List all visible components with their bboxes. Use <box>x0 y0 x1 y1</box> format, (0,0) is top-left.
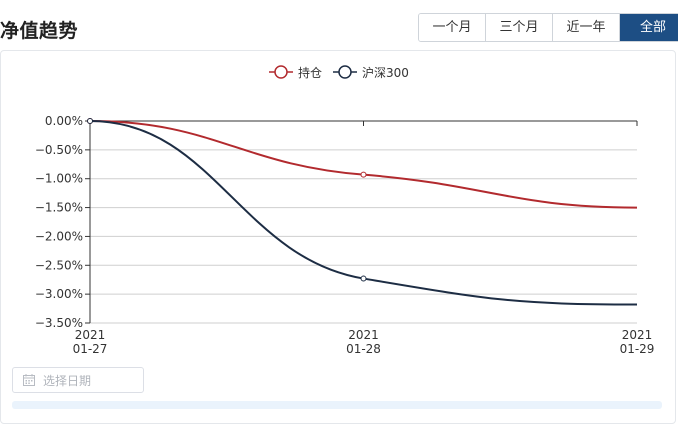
chart-legend: 持仓 沪深300 <box>269 65 409 80</box>
date-picker-input[interactable]: 选择日期 <box>12 367 144 393</box>
y-tick-label: −0.50% <box>35 143 83 157</box>
tab-three-months[interactable]: 三个月 <box>486 14 553 41</box>
legend-marker-holding <box>274 65 288 79</box>
calendar-icon <box>23 374 35 386</box>
tab-one-year[interactable]: 近一年 <box>553 14 620 41</box>
y-tick-label: −1.50% <box>35 201 83 215</box>
y-tick-label: −3.50% <box>35 316 83 330</box>
series-line-csi300 <box>89 120 638 306</box>
y-tick-label: −3.00% <box>35 287 83 301</box>
data-point-csi300 <box>87 118 93 124</box>
scroll-bar[interactable] <box>12 401 662 409</box>
legend-marker-csi300 <box>338 65 352 79</box>
tab-all[interactable]: 全部 <box>620 14 678 41</box>
chart-axes: 0.00% −0.50% −1.00% −1.50% −2.00% −2.50% −3.00… <box>35 114 655 356</box>
date-picker-placeholder: 选择日期 <box>43 373 92 388</box>
legend-label-csi300: 沪深300 <box>362 66 409 80</box>
range-tabs: 一个月 三个月 近一年 全部 <box>418 13 678 42</box>
chart-grid <box>90 120 637 324</box>
legend-label-holding: 持仓 <box>298 65 322 80</box>
x-tick-label-year: 2021 <box>348 328 379 342</box>
y-tick-label: −2.00% <box>35 229 83 243</box>
y-tick-label: −2.50% <box>35 258 83 272</box>
series-line-holding <box>89 120 638 209</box>
x-tick-label-date: 01-28 <box>346 342 381 356</box>
data-point-holding <box>360 171 367 178</box>
page-title: 净值趋势 <box>0 20 79 42</box>
y-tick-label: −1.00% <box>35 172 83 186</box>
x-tick-label-year: 2021 <box>622 328 653 342</box>
tab-one-month[interactable]: 一个月 <box>419 14 486 41</box>
x-tick-label-date: 01-29 <box>620 342 655 356</box>
x-tick-label-date: 01-27 <box>73 342 108 356</box>
y-tick-label: 0.00% <box>45 114 83 128</box>
chart-series <box>87 118 638 306</box>
chart-card <box>0 50 676 424</box>
x-tick-label-year: 2021 <box>75 328 106 342</box>
data-point-csi300 <box>360 275 367 282</box>
